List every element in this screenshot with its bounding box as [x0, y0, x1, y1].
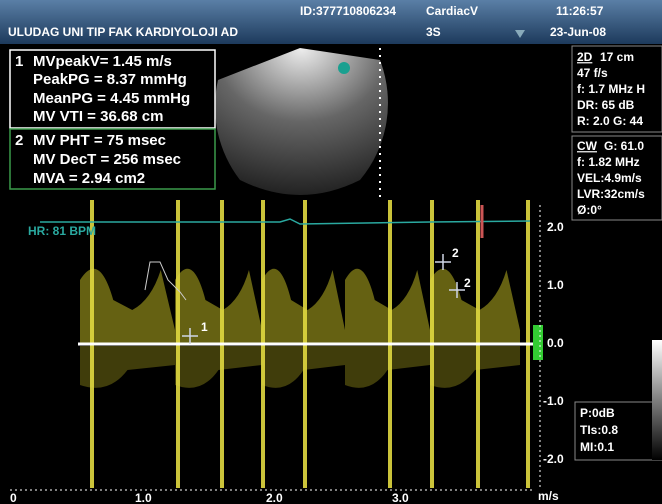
measure-line: MVpeakV= 1.45 m/s [33, 53, 172, 70]
measure-number: 1 [15, 53, 23, 70]
panel-line: Ø:0° [577, 203, 602, 217]
panel-line: f: 1.7 MHz H [577, 82, 645, 96]
page: ULUDAG UNI TIP FAK KARDIYOLOJI AD ID:377… [0, 0, 662, 504]
measure-line: MV VTI = 36.68 cm [33, 108, 163, 125]
probe: 3S [426, 25, 441, 39]
preset: CardiacV [426, 4, 478, 18]
panel-line: 17 cm [600, 50, 634, 64]
marker-dot [338, 62, 350, 74]
measure-line: PeakPG = 8.37 mmHg [33, 71, 187, 88]
panel-line: f: 1.82 MHz [577, 155, 640, 169]
time-label: 2.0 [266, 491, 283, 504]
measure-line: MVA = 2.94 cm2 [33, 170, 145, 187]
panel-mode: CW [577, 139, 598, 153]
time-label: 1.0 [135, 491, 152, 504]
velocity-label: -1.0 [543, 394, 564, 408]
panel-mode: 2D [577, 50, 593, 64]
velocity-label: 2.0 [547, 220, 564, 234]
time-label: 3.0 [392, 491, 409, 504]
panel-line: G: 61.0 [604, 139, 644, 153]
ultrasound-screen: ULUDAG UNI TIP FAK KARDIYOLOJI AD ID:377… [0, 0, 662, 504]
output-line: P:0dB [580, 406, 615, 420]
institution: ULUDAG UNI TIP FAK KARDIYOLOJI AD [8, 25, 238, 39]
output-line: MI:0.1 [580, 440, 614, 454]
velocity-label: 0.0 [547, 336, 564, 350]
velocity-label: 1.0 [547, 278, 564, 292]
baseline-handle [533, 325, 543, 360]
panel-line: R: 2.0 G: 44 [577, 114, 643, 128]
measure-number: 2 [15, 132, 23, 149]
date: 23-Jun-08 [550, 25, 606, 39]
velocity-label: -2.0 [543, 452, 564, 466]
caliper-label: 1 [201, 320, 208, 334]
caliper-label: 2 [464, 276, 471, 290]
panel-line: DR: 65 dB [577, 98, 635, 112]
velocity-unit: m/s [538, 489, 559, 503]
measure-line: MV DecT = 256 msec [33, 151, 181, 168]
caliper-label: 2 [452, 246, 459, 260]
time: 11:26:57 [556, 4, 604, 18]
grayscale-bar [652, 340, 662, 460]
heart-rate: HR: 81 BPM [28, 224, 96, 238]
time-label: 0 [10, 491, 17, 504]
patient-id: ID:377710806234 [300, 4, 396, 18]
measure-line: MeanPG = 4.45 mmHg [33, 90, 190, 107]
panel-line: LVR:32cm/s [577, 187, 645, 201]
panel-line: VEL:4.9m/s [577, 171, 642, 185]
measure-line: MV PHT = 75 msec [33, 132, 166, 149]
output-line: TIs:0.8 [580, 423, 618, 437]
panel-line: 47 f/s [577, 66, 608, 80]
